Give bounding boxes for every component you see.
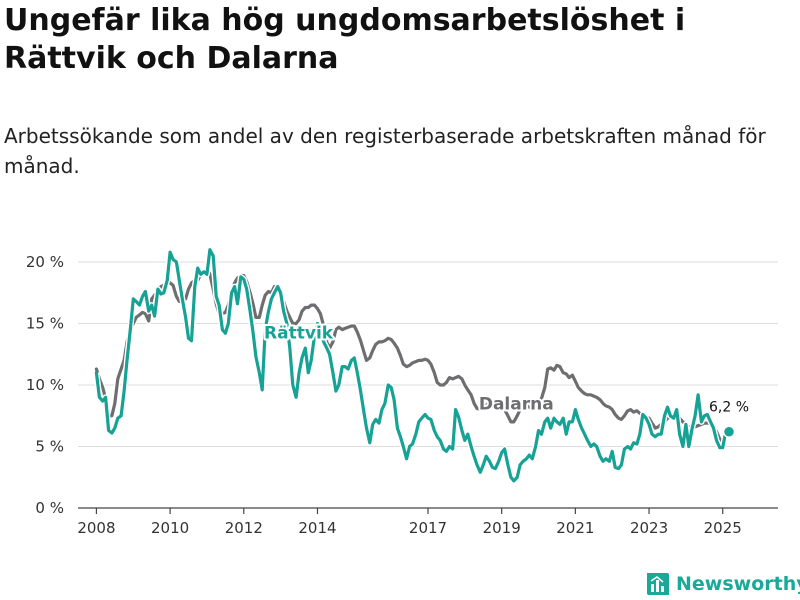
bar-chart-logo-icon <box>647 573 669 595</box>
x-axis: 2008 2010 2012 2014 2017 2019 2021 2023 2025 <box>77 507 778 537</box>
x-tick-label: 2025 <box>704 519 742 537</box>
end-value-label: 6,2 % <box>709 400 749 416</box>
series-label-rattvik: Rättvik <box>264 323 334 343</box>
y-tick-label: 20 % <box>26 253 64 271</box>
x-tick-label: 2008 <box>77 519 115 537</box>
x-tick-label: 2019 <box>483 519 521 537</box>
x-tick-label: 2017 <box>409 519 447 537</box>
brand-name: Newsworthy <box>676 573 800 595</box>
x-tick-label: 2012 <box>225 519 263 537</box>
series-line-rattvik <box>94 248 731 483</box>
series-halo-dalarna <box>93 265 732 445</box>
end-point-marker <box>722 425 736 438</box>
x-tick-label: 2014 <box>298 519 336 537</box>
series-labels: Rättvik Dalarna 6,2 % <box>262 321 749 416</box>
y-tick-label: 15 % <box>26 315 64 333</box>
brand-logo: Newsworthy <box>644 568 800 600</box>
chart-title: Ungefär lika hög ungdomsarbetslöshet i R… <box>4 3 686 76</box>
y-tick-label: 0 % <box>35 499 64 517</box>
y-axis-ticks: 0 % 5 % 10 % 15 % 20 % <box>26 253 64 517</box>
x-tick-label: 2021 <box>556 519 594 537</box>
x-tick-label: 2010 <box>151 519 189 537</box>
chart-subtitle: Arbetssökande som andel av den registerb… <box>4 124 766 178</box>
grid-lines <box>78 261 778 447</box>
y-tick-label: 5 % <box>35 438 64 456</box>
series-lines <box>93 246 736 484</box>
series-line-dalarna <box>94 266 731 444</box>
series-label-dalarna: Dalarna <box>479 395 554 415</box>
y-tick-label: 10 % <box>26 376 64 394</box>
x-tick-label: 2023 <box>630 519 668 537</box>
